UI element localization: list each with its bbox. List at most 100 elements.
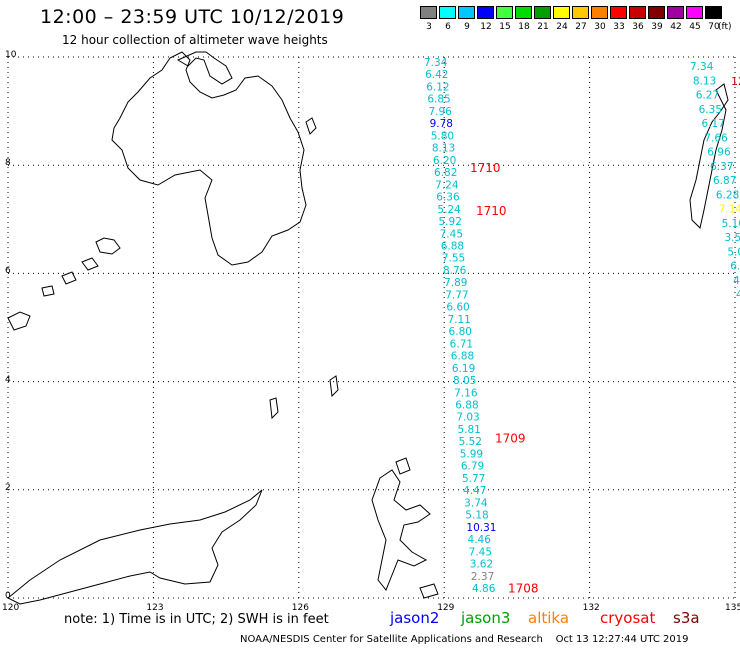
track-value: 7.45 xyxy=(469,546,492,558)
track-value: 4.47 xyxy=(463,485,486,497)
legend-swatch xyxy=(667,6,684,19)
track-value: 9.78 xyxy=(430,118,453,130)
track-value: 7.77 xyxy=(445,289,468,301)
coastline-sangihe xyxy=(269,397,279,420)
legend-label: 3 xyxy=(426,22,432,32)
track-value: 6.8 xyxy=(730,261,740,273)
track-value: 7.45 xyxy=(440,228,463,240)
track-value: 7.89 xyxy=(444,277,467,289)
track-value: 6.79 xyxy=(461,461,484,473)
track-value: 6.80 xyxy=(449,326,472,338)
track-value: 6.37 xyxy=(710,161,733,173)
coastline-palau xyxy=(689,83,729,229)
pass-time-label: 1709 xyxy=(495,431,526,445)
track-value: 8.13 xyxy=(432,143,455,155)
track-value: 5.24 xyxy=(437,204,461,216)
coastline-siargao xyxy=(305,117,317,135)
legend-label: 36 xyxy=(632,22,644,32)
legend-label: 42 xyxy=(670,22,682,32)
lat-tick-label: 8 xyxy=(5,158,11,169)
lon-tick-label: 126 xyxy=(291,603,309,613)
track-value: 5.99 xyxy=(460,448,483,460)
footer-note: note: 1) Time is in UTC; 2) SWH is in fe… xyxy=(64,612,329,627)
page-title: 12:00 – 23:59 UTC 10/12/2019 xyxy=(40,6,345,28)
track-value: 6.17 xyxy=(702,118,725,130)
coastline-borneo-tip xyxy=(7,311,31,331)
footer-credit: NOAA/NESDIS Center for Satellite Applica… xyxy=(240,634,689,645)
lat-tick-label: 4 xyxy=(5,374,11,385)
track-value: 6.19 xyxy=(452,363,475,375)
track-value: 6.82 xyxy=(434,167,457,179)
track-value: 7.34 xyxy=(424,57,448,69)
legend-swatch xyxy=(534,6,551,19)
lat-tick-label: 2 xyxy=(5,482,11,493)
track-value: 7.03 xyxy=(456,412,479,424)
legend-swatch xyxy=(477,6,494,19)
lon-tick-label: 132 xyxy=(582,603,600,613)
altimeter-tracks: 7.346.426.126.857.969.785.808.136.206.82… xyxy=(424,57,740,595)
pass-time-label: 1710 xyxy=(470,161,501,175)
pass-time-label: 1710 xyxy=(476,204,507,218)
track-value: 5.18 xyxy=(465,510,488,522)
coastline-morotai xyxy=(395,457,411,475)
track-value: 4.46 xyxy=(468,534,492,546)
legend-swatch xyxy=(420,6,437,19)
lon-tick-label: 135 xyxy=(725,603,740,613)
track-value: 6.88 xyxy=(441,240,464,252)
track-value: 5.52 xyxy=(459,436,482,448)
coastlines xyxy=(7,51,729,605)
legend-label: 70 xyxy=(708,22,720,32)
lat-tick-label: 0 xyxy=(5,591,11,601)
satellite-label-cryosat: cryosat xyxy=(600,609,656,627)
track-value: 6.12 xyxy=(426,81,449,93)
legend-label: 39 xyxy=(651,22,663,32)
track-value: 7.34 xyxy=(690,61,714,73)
legend-swatch xyxy=(496,6,513,19)
track-value: 6.87 xyxy=(713,175,736,187)
coastline-obi xyxy=(419,583,439,599)
legend-label: 45 xyxy=(689,22,701,32)
track-value: 6.36 xyxy=(436,192,460,204)
track-value: 5.81 xyxy=(457,424,480,436)
satellite-label-jason2: jason2 xyxy=(390,609,440,627)
legend-swatch xyxy=(610,6,627,19)
track-value: 3.59 xyxy=(725,232,740,244)
lat-tick-label: 6 xyxy=(5,266,11,277)
track-value: 7.96 xyxy=(428,106,452,118)
track-value: 6.27 xyxy=(696,90,719,102)
track-value: 4.4 xyxy=(736,289,740,301)
legend-label: 9 xyxy=(464,22,470,32)
legend-swatch xyxy=(515,6,532,19)
track-value: 7.24 xyxy=(435,179,459,191)
satellite-label-jason3: jason3 xyxy=(461,609,511,627)
track-value: 3.62 xyxy=(470,559,493,571)
page-subtitle: 12 hour collection of altimeter wave hei… xyxy=(62,33,328,47)
legend-label: 6 xyxy=(445,22,451,32)
track-value: 7.14 xyxy=(719,204,740,216)
legend-swatch xyxy=(705,6,722,19)
legend-label: 27 xyxy=(575,22,587,32)
legend-label: 18 xyxy=(518,22,530,32)
track-value: 5.80 xyxy=(431,130,454,142)
track-value: 6.71 xyxy=(450,338,473,350)
lon-tick-label: 123 xyxy=(146,603,164,613)
legend-swatch xyxy=(439,6,456,19)
track-value: 8.05 xyxy=(453,375,476,387)
track-value: 7.11 xyxy=(447,314,470,326)
legend-swatch xyxy=(686,6,703,19)
legend-swatch xyxy=(553,6,570,19)
track-value: 5.00 xyxy=(727,246,740,258)
lat-lon-grid xyxy=(7,56,736,599)
legend-label: 24 xyxy=(556,22,568,32)
coastline-sulawesi xyxy=(7,489,263,605)
lat-tick-label: 10 xyxy=(5,50,17,60)
track-value: 6.96 xyxy=(707,147,731,159)
track-value: 7.66 xyxy=(704,132,728,144)
legend-swatch xyxy=(591,6,608,19)
track-value: 6.60 xyxy=(446,302,469,314)
lon-tick-label: 120 xyxy=(2,603,20,613)
pass-time-label: 1708 xyxy=(508,581,539,595)
track-value: 7.55 xyxy=(442,253,465,265)
coastline-sulu-2 xyxy=(61,271,77,285)
legend-unit: (ft) xyxy=(718,22,732,32)
